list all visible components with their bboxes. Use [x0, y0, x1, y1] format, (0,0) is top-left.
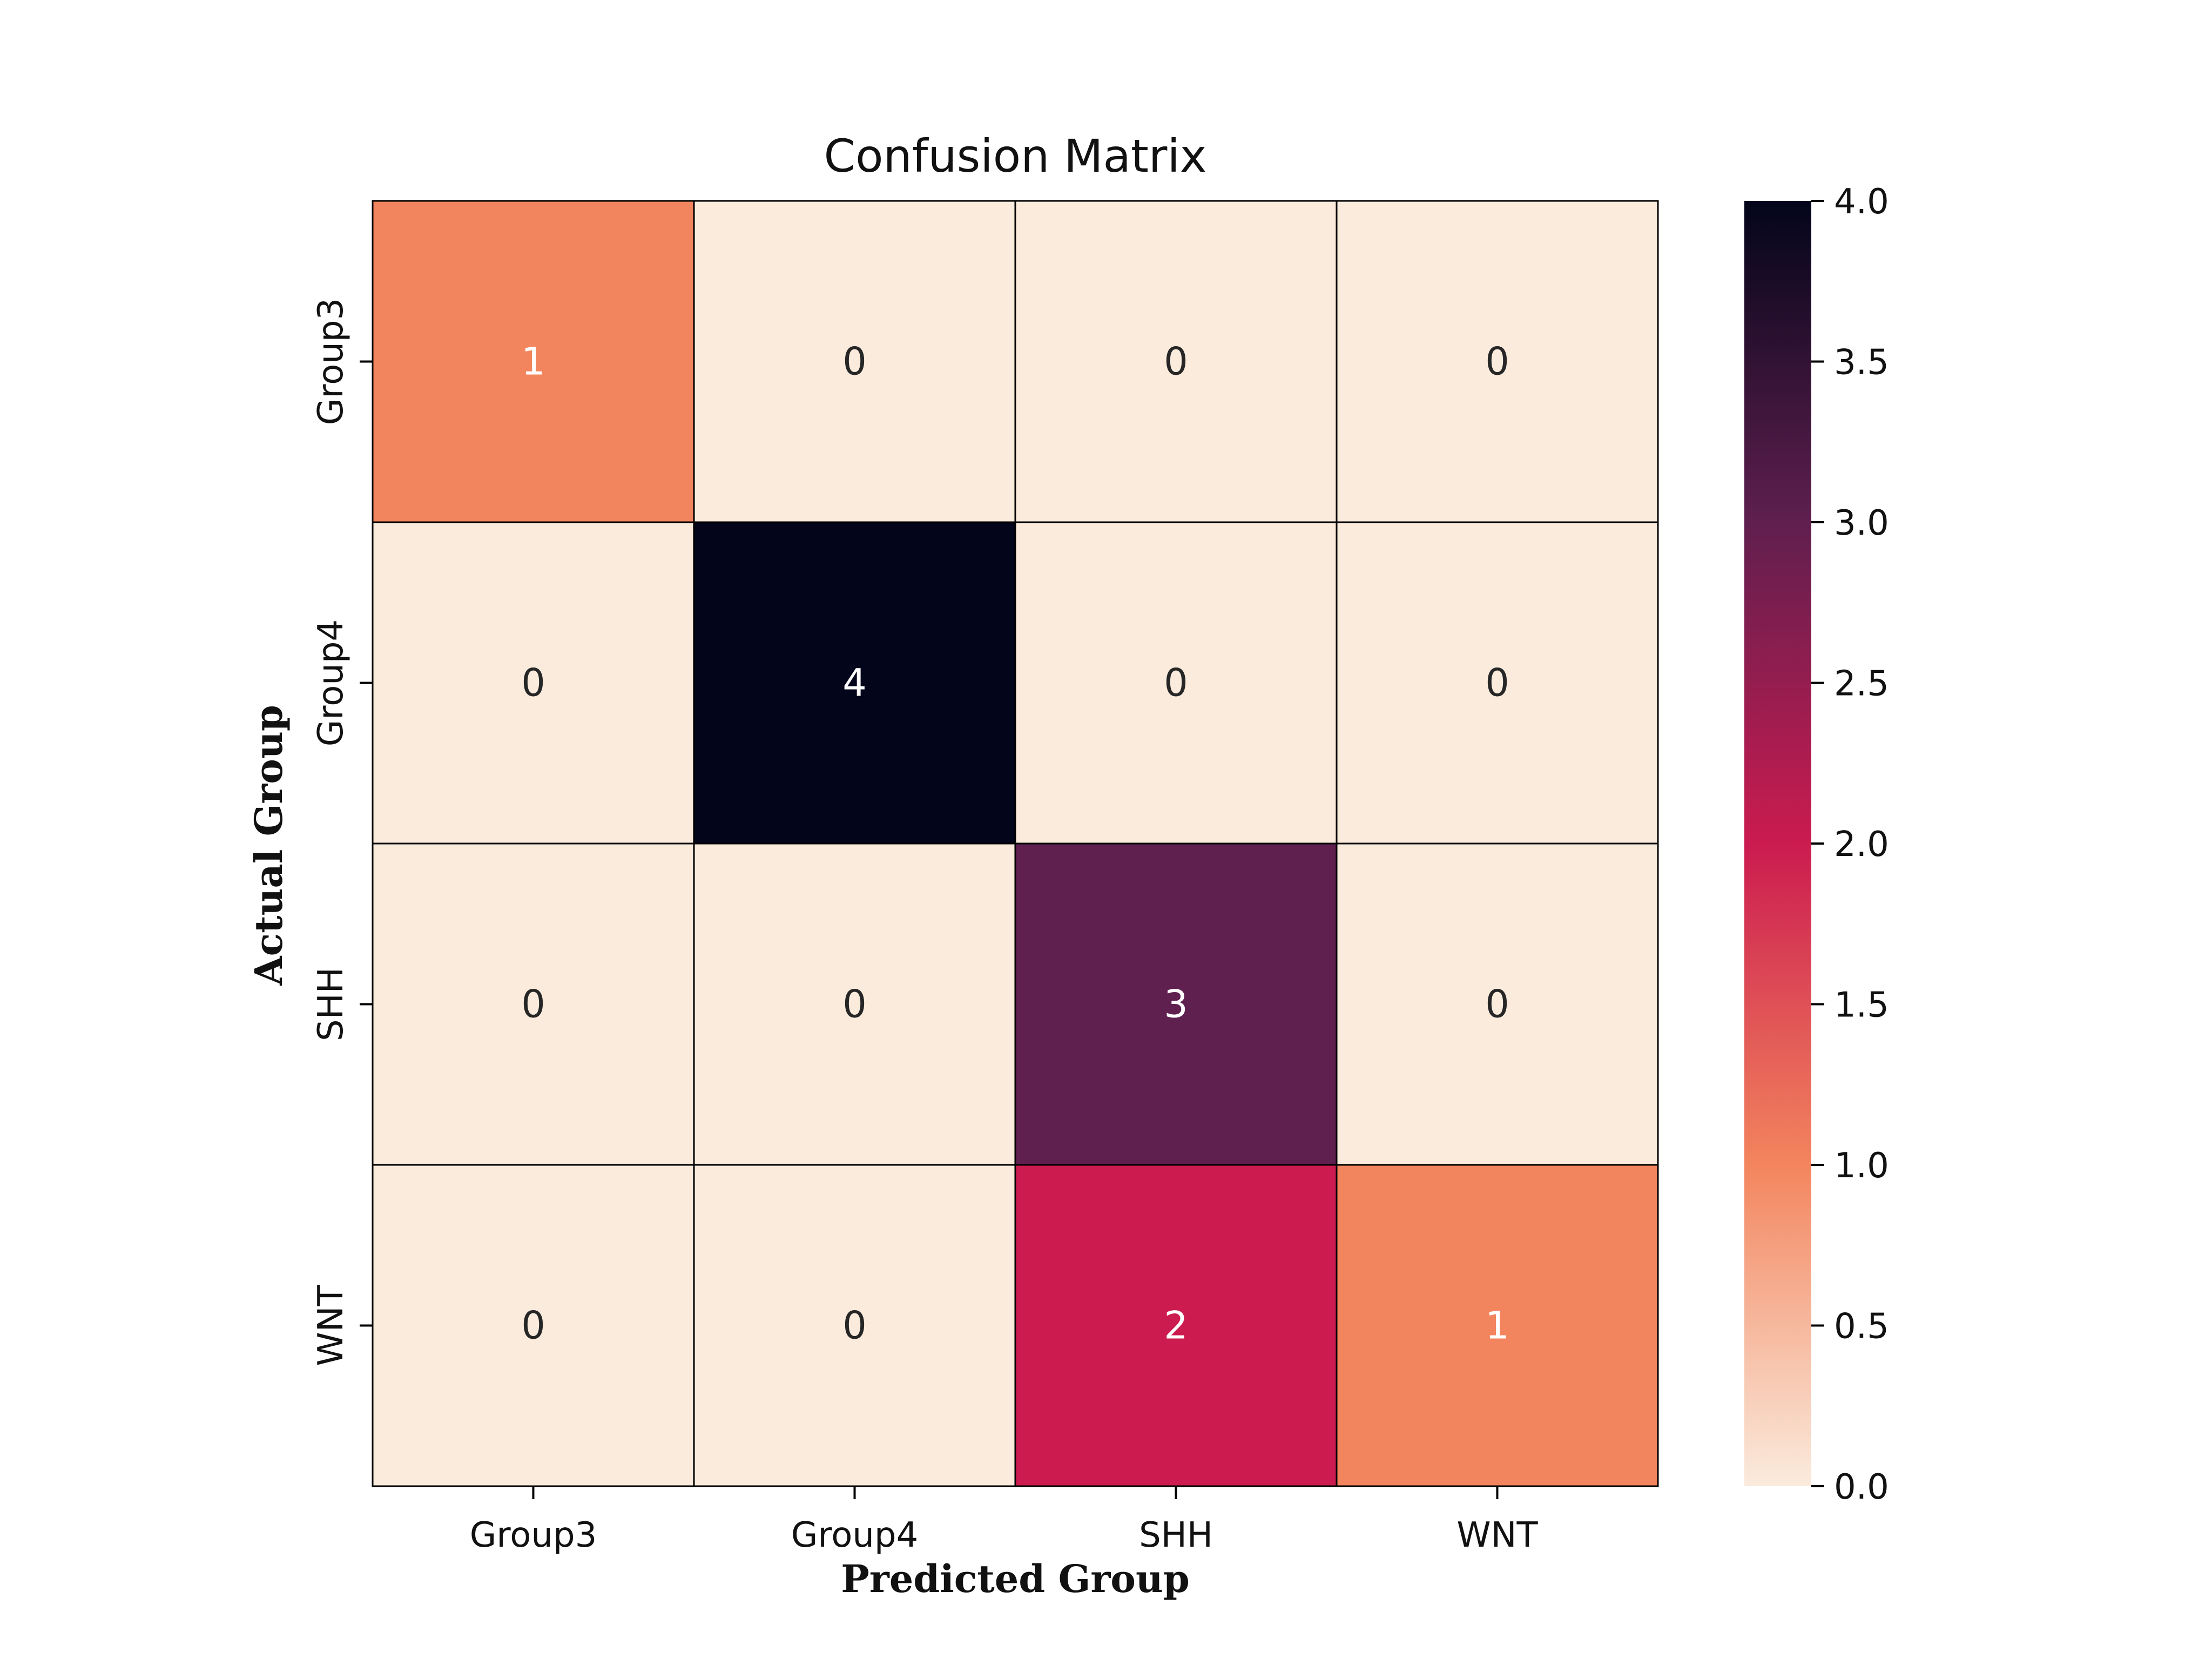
heatmap-cell [372, 200, 695, 523]
heatmap-cell [693, 521, 1016, 845]
heatmap-cell [1336, 521, 1659, 845]
cell-value-label: 3 [1164, 982, 1188, 1027]
y-tick-label: Group3 [311, 298, 351, 426]
x-axis: Group3 Group4 SHH WNT [470, 1486, 1539, 1555]
heatmap-cell [1336, 1164, 1659, 1487]
heatmap-cell [372, 1164, 695, 1487]
colorbar-tick-label: 2.0 [1834, 825, 1889, 865]
cell-value-label: 0 [842, 1304, 867, 1348]
cell-value-label: 0 [521, 661, 545, 705]
y-tick-label: Group4 [311, 619, 351, 747]
cell-value-label: 0 [1485, 340, 1509, 384]
colorbar-ticks: 0.0 0.5 1.0 1.5 2.0 2.5 3.0 3.5 4.0 [1811, 182, 1889, 1507]
heatmap-cell [372, 521, 695, 845]
chart-title: Confusion Matrix [824, 130, 1207, 183]
heatmap-cell [693, 1164, 1016, 1487]
cell-value-label: 4 [842, 661, 867, 705]
x-tick-label: WNT [1456, 1515, 1538, 1555]
x-tick-label: Group4 [791, 1515, 919, 1555]
heatmap-cell [693, 842, 1016, 1166]
x-axis-label: Predicted Group [841, 1556, 1190, 1601]
x-tick-label: SHH [1139, 1515, 1213, 1555]
cell-value-label: 0 [1164, 340, 1188, 384]
colorbar-tick-label: 0.5 [1834, 1307, 1889, 1347]
colorbar-scale [1744, 201, 1811, 1486]
y-tick-label: WNT [311, 1284, 351, 1366]
colorbar-tick-label: 1.0 [1834, 1146, 1889, 1186]
cell-value-label: 0 [842, 982, 867, 1027]
cell-value-label: 0 [1485, 982, 1509, 1027]
y-tick-label: SHH [311, 967, 351, 1041]
colorbar-tick-label: 0.0 [1834, 1467, 1889, 1507]
heatmap-cell [1014, 200, 1338, 523]
colorbar-tick-label: 2.5 [1834, 664, 1889, 704]
colorbar: 0.0 0.5 1.0 1.5 2.0 2.5 3.0 3.5 4.0 [1744, 182, 1889, 1507]
heatmap-cell [1336, 842, 1659, 1166]
cell-value-label: 0 [1485, 661, 1509, 705]
x-tick-label: Group3 [470, 1515, 597, 1555]
heatmap-cell [1014, 1164, 1338, 1487]
y-axis: Group3 Group4 SHH WNT [311, 298, 373, 1366]
cell-value-label: 0 [1164, 661, 1188, 705]
colorbar-tick-label: 1.5 [1834, 986, 1889, 1026]
heatmap-cells: 1 0 0 0 0 4 0 0 0 0 3 0 0 0 2 1 [372, 200, 1659, 1487]
colorbar-tick-label: 4.0 [1834, 182, 1889, 222]
heatmap-cell [1336, 200, 1659, 523]
cell-value-label: 1 [1485, 1304, 1509, 1348]
cell-value-label: 0 [521, 982, 545, 1027]
heatmap-cell [1014, 521, 1338, 845]
colorbar-tick-label: 3.0 [1834, 503, 1889, 543]
cell-value-label: 1 [521, 340, 545, 384]
heatmap-cell [693, 200, 1016, 523]
y-axis-label: Actual Group [246, 705, 291, 986]
cell-value-label: 2 [1164, 1304, 1188, 1348]
cell-value-label: 0 [842, 340, 867, 384]
colorbar-tick-label: 3.5 [1834, 343, 1889, 383]
cell-value-label: 0 [521, 1304, 545, 1348]
